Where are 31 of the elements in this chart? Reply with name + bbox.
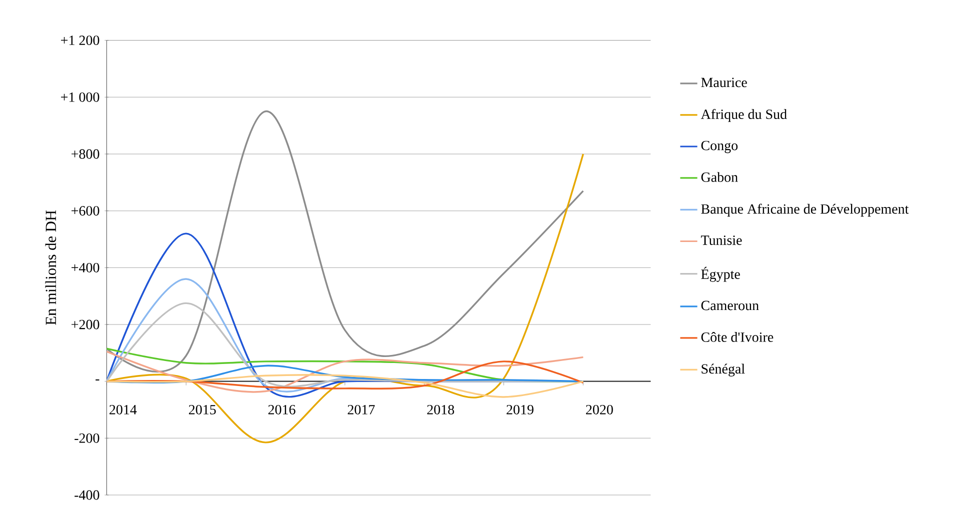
legend-label: Tunisie [701,236,742,245]
legend-label: Gabon [701,172,738,182]
legend-label: Congo [701,140,738,154]
y-tick-label: -200 [74,433,100,443]
x-tick-label: 2014 [110,404,137,414]
legend-label: Afrique du Sud [700,109,787,122]
legend-label: Égypte [701,266,740,282]
line-series [106,364,584,384]
y-tick-label: +600 [72,206,100,216]
y-tick-label: +400 [72,262,100,272]
y-tick-label: +800 [72,149,100,159]
y-tick-label: +1 000 [61,92,100,102]
y-axis-title: En millions de DH [45,210,56,325]
legend-label: Sénégal [702,364,745,376]
x-tick-label: 2018 [427,404,454,414]
y-tick-label: - [96,379,100,380]
y-tick-label: +1 200 [61,36,100,46]
legend-label: Côte d'Ivoire [701,332,774,342]
x-tick-label: 2019 [506,404,534,414]
legend-label: Banque Africaine de Développement [701,204,909,217]
line-series [106,374,584,398]
x-tick-label: 2017 [348,404,375,414]
x-tick-label: 2020 [586,404,613,414]
legend-label: Cameroun [701,300,759,310]
legend-label: Maurice [701,78,747,88]
line-series [106,153,584,444]
x-tick-label: 2016 [268,404,296,414]
y-tick-label: -400 [74,490,100,500]
x-tick-label: 2015 [188,404,216,414]
y-tick-label: +200 [72,320,100,330]
line-series [106,350,584,393]
